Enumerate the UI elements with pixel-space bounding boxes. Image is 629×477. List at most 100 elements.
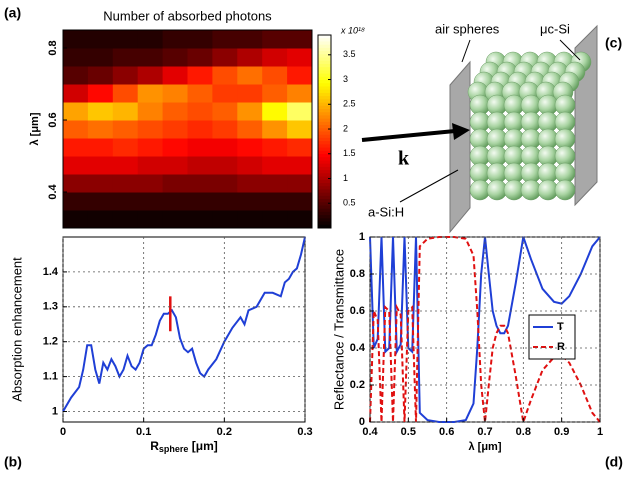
y-axis-label: λ [μm] (29, 112, 41, 145)
heat-cell (112, 174, 139, 193)
colorbar-tick-label: 0.5 (343, 198, 356, 208)
heat-cell (187, 30, 213, 49)
colorbar-step (318, 86, 331, 91)
heat-cell (262, 120, 288, 139)
heat-cell (162, 84, 188, 103)
heat-cell (287, 30, 313, 49)
colorbar-step (318, 166, 331, 171)
arrow-head (452, 123, 470, 140)
y-axis-label: Absorption enhancement (9, 257, 24, 402)
panel-label: (a) (4, 5, 21, 21)
colorbar-step (318, 141, 331, 145)
colorbar-step (318, 221, 331, 226)
panel-label: (d) (605, 454, 623, 470)
heat-cell (262, 84, 288, 103)
colorbar-label: x 10¹⁸ (340, 25, 365, 35)
colorbar-step (318, 160, 331, 165)
layer-slab (449, 60, 471, 234)
colorbar-step (318, 150, 331, 155)
heat-cell (187, 174, 213, 193)
colorbar-step (318, 118, 331, 123)
heat-cell (137, 66, 164, 85)
colorbar-step (318, 131, 331, 136)
heat-cell (187, 210, 213, 229)
sphere (554, 179, 576, 201)
y-tick-label: 0.8 (47, 40, 59, 55)
colorbar-step (318, 70, 331, 75)
heat-cell (262, 138, 288, 157)
heat-cell (287, 210, 313, 229)
heat-cell (112, 30, 139, 49)
heat-cell (237, 192, 263, 211)
heat-cell (137, 102, 164, 121)
colorbar-step (318, 154, 331, 158)
colorbar-step (318, 173, 331, 178)
x-tick-label: 0.7 (477, 426, 492, 438)
heat-cell (112, 120, 139, 139)
x-tick-label: 0.5 (401, 426, 416, 438)
heat-cell (212, 48, 238, 67)
heat-cell (287, 174, 313, 193)
heat-cell (63, 120, 89, 139)
y-tick-label: 1 (52, 405, 58, 417)
heat-cell (137, 120, 164, 139)
heat-cell (63, 210, 89, 229)
heat-cell (63, 48, 89, 67)
legend-label: T (557, 321, 564, 333)
colorbar-step (318, 125, 331, 129)
colorbar-step (318, 189, 331, 194)
heat-cell (287, 138, 313, 157)
colorbar-step (318, 99, 331, 104)
heat-cell (212, 66, 238, 85)
heat-cell (237, 48, 263, 67)
heat-cell (287, 48, 313, 67)
colorbar-step (318, 115, 331, 120)
colorbar-step (318, 134, 331, 139)
diagram-label: μc-Si (540, 21, 570, 36)
colorbar-step (318, 44, 331, 49)
heat-cell (137, 30, 164, 49)
colorbar-step (318, 60, 331, 65)
heat-cell (87, 120, 114, 139)
x-tick-label: 0.4 (362, 426, 378, 438)
colorbar-step (318, 186, 331, 190)
heat-cell (87, 174, 114, 193)
colorbar-step (318, 202, 331, 206)
colorbar-tick-label: 2 (343, 123, 348, 133)
heat-cell (63, 102, 89, 121)
colorbar-step (318, 76, 331, 81)
colorbar-step (318, 47, 331, 52)
heat-cell (187, 120, 213, 139)
y-tick-label: 0.4 (47, 183, 59, 199)
colorbar-step (318, 195, 331, 200)
panel-label: (c) (605, 35, 622, 51)
diagram-label: a-Si:H (368, 204, 404, 219)
heat-cell (162, 210, 188, 229)
heat-cell (87, 210, 114, 229)
heat-cell (287, 84, 313, 103)
data-line (369, 236, 601, 423)
colorbar-step (318, 102, 331, 107)
heat-cell (212, 174, 238, 193)
colorbar-step (318, 170, 331, 174)
colorbar-step (318, 35, 331, 39)
y-tick-label: 0.8 (350, 268, 365, 280)
colorbar-tick-label: 1 (343, 173, 348, 183)
heat-cell (262, 192, 288, 211)
heat-cell (112, 138, 139, 157)
heat-cell (63, 84, 89, 103)
y-tick-label: 0.6 (350, 305, 365, 317)
heat-cell (187, 84, 213, 103)
y-tick-label: 1.3 (43, 301, 58, 313)
wavevector-label: k (398, 148, 410, 170)
colorbar-step (318, 63, 331, 68)
colorbar-step (318, 137, 331, 142)
y-tick-label: 1.2 (43, 336, 58, 348)
diagram: k air spheres μc-Si a-Si:H (361, 21, 598, 234)
heat-cell (237, 174, 263, 193)
colorbar-tick-label: 2.5 (343, 99, 356, 109)
heat-cell (87, 102, 114, 121)
heat-cell (87, 138, 114, 157)
colorbar-step (318, 128, 331, 132)
heat-cell (237, 30, 263, 49)
